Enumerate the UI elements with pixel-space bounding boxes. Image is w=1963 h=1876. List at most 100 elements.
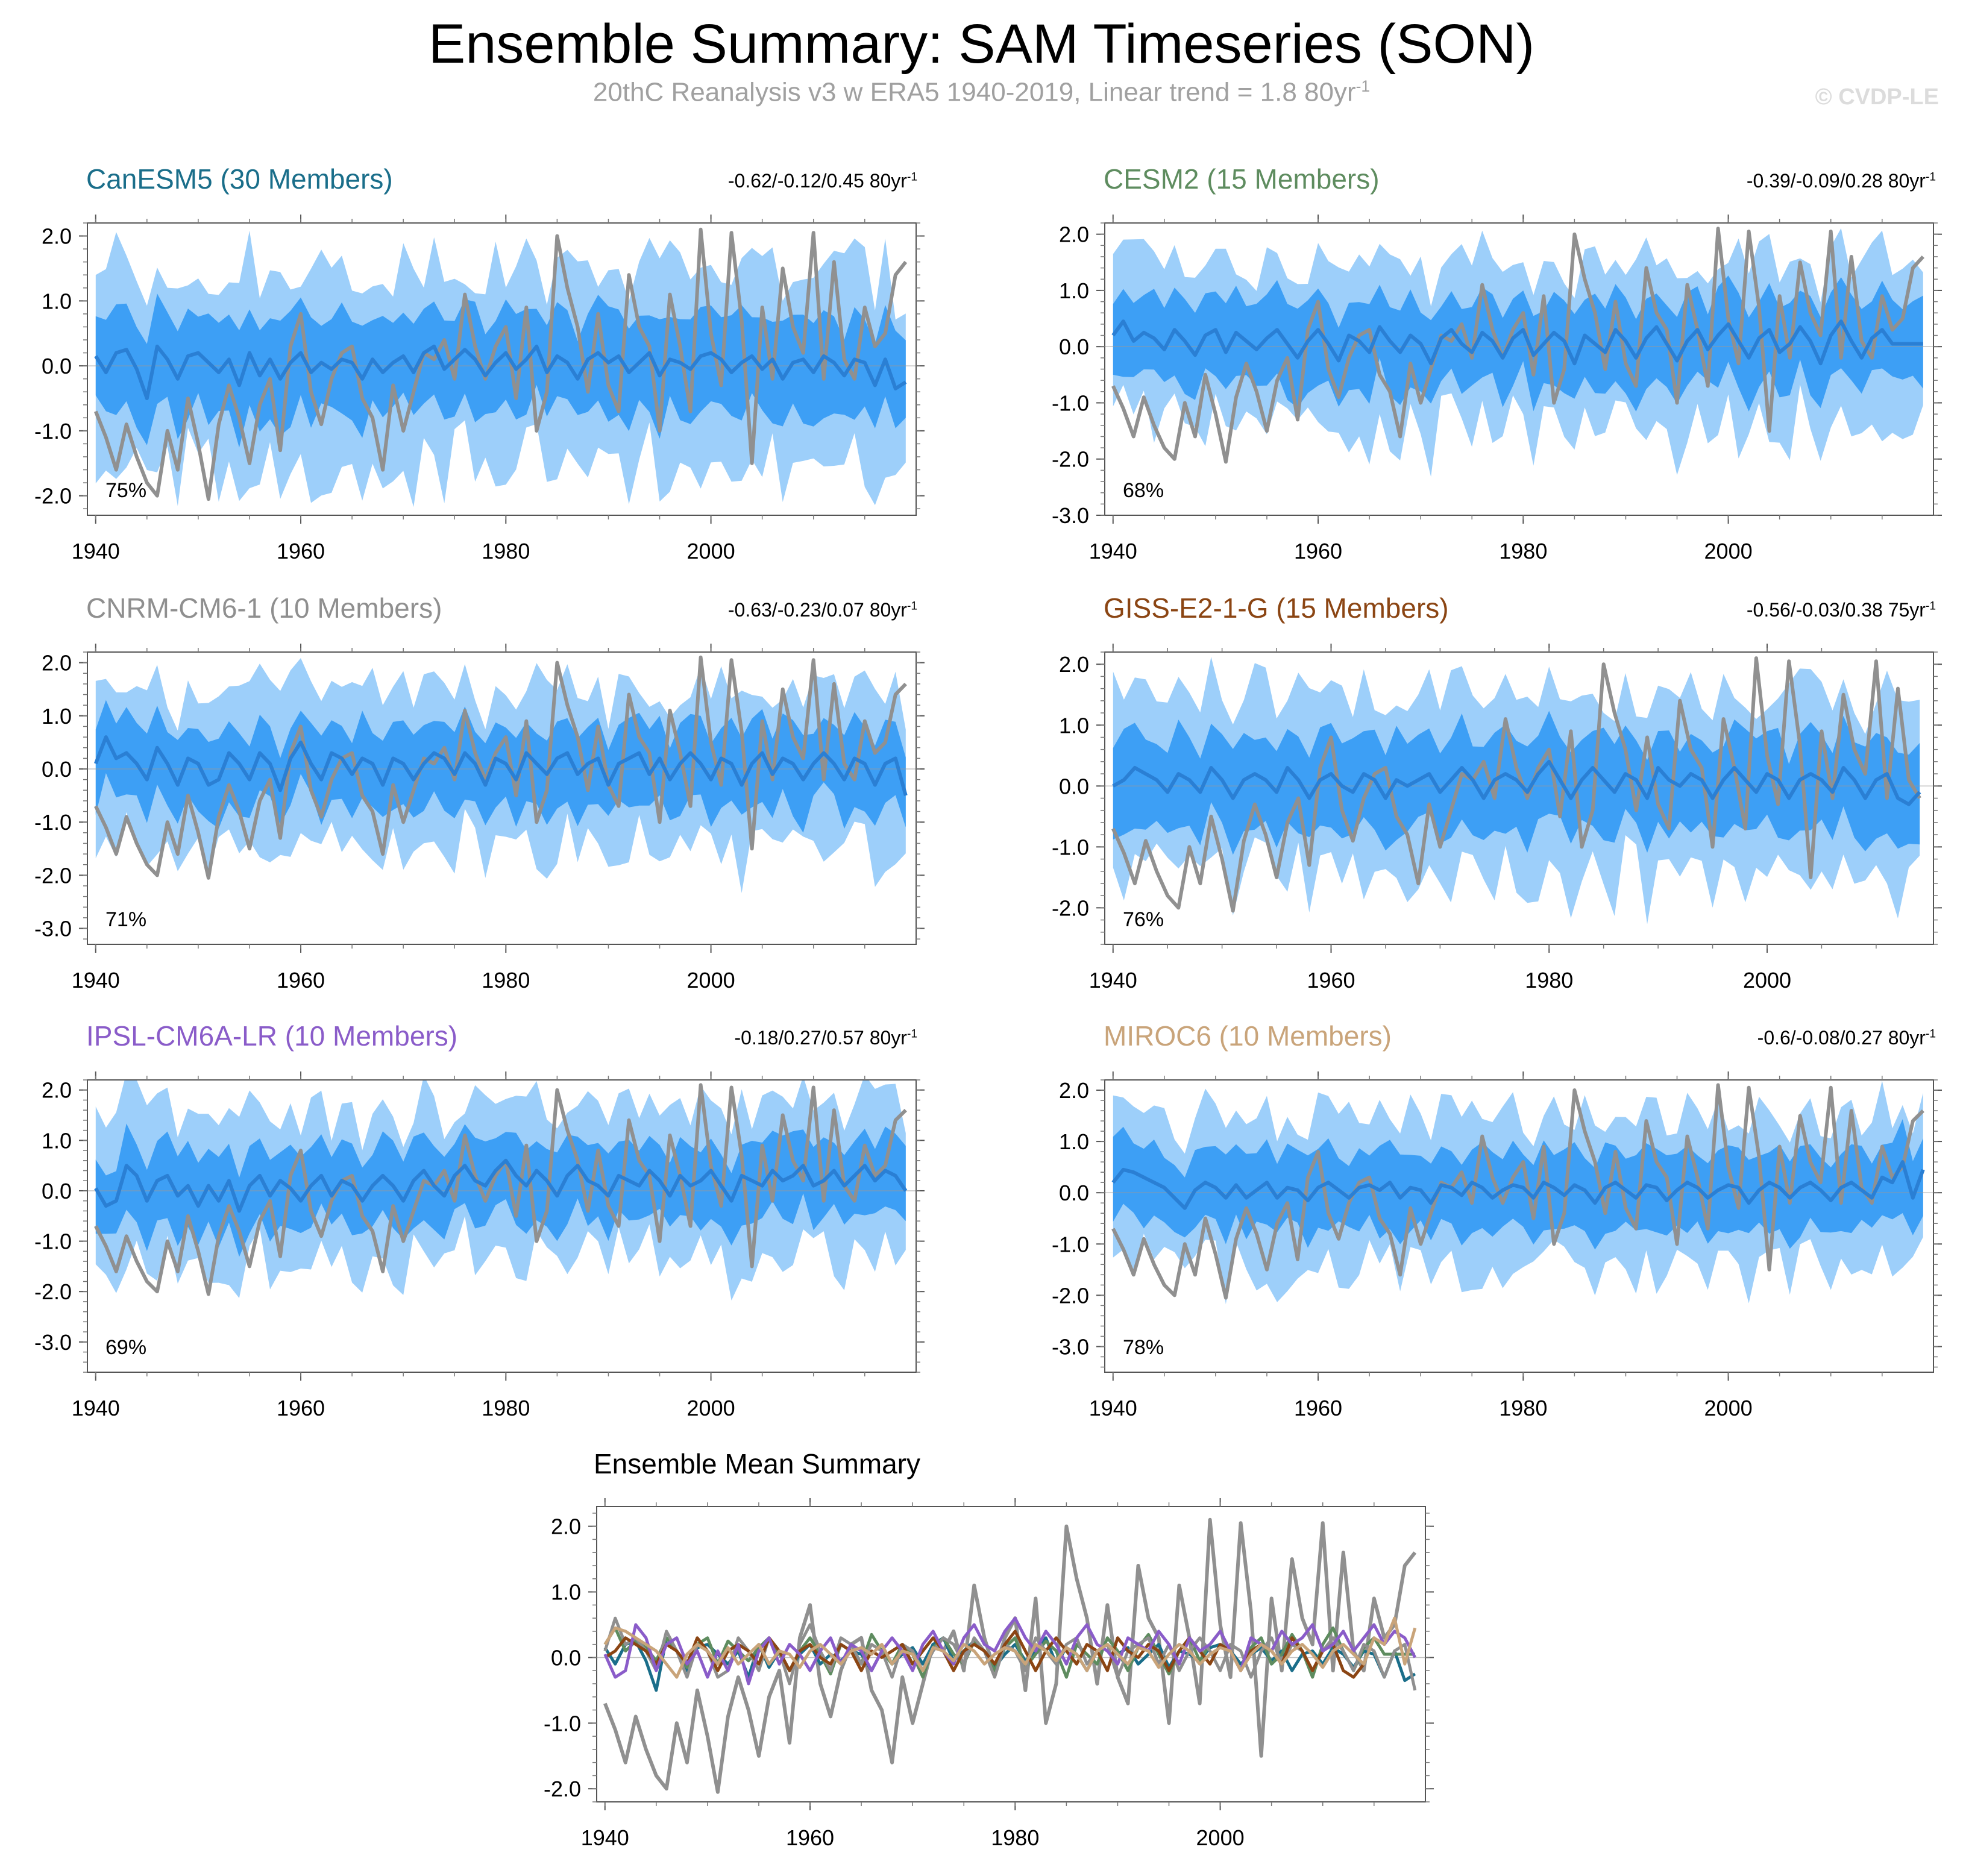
plot-area-giss: [1105, 656, 1933, 924]
y-tick-label: -1.0: [34, 419, 72, 444]
trend-canesm5: -0.62/-0.12/0.45 80yr-1: [727, 170, 917, 192]
x-tick-label: 1980: [482, 1396, 530, 1420]
ensemble-mean-line-giss: [1112, 759, 1921, 806]
plot-frame-ipsl: [87, 1079, 917, 1373]
observations-line-giss: [1111, 656, 1921, 913]
panel-title-miroc6: MIROC6 (10 Members): [1104, 1020, 1392, 1052]
chart-summary: -2.0 -1.0 0.0 1.0 2.0 1940 1960 1980 2000: [544, 1498, 1434, 1850]
y-tick-label: 1.0: [1059, 713, 1089, 738]
plot-frame-miroc6: [1104, 1079, 1934, 1373]
y-tick-label: -2.0: [34, 863, 72, 888]
ensemble-mean-line-canesm5: [94, 344, 907, 400]
y-tick-label: 1.0: [42, 704, 72, 729]
chart-cesm2: 68% -3.0 -2.0 -1.0 0.0 1.0 2.0 1940 1960 1980 2000: [1052, 215, 1942, 563]
trend-cnrm: -0.63/-0.23/0.07 80yr-1: [727, 599, 917, 621]
y-tick-label: -1.0: [1052, 835, 1089, 859]
x-tick-label: 1980: [1525, 968, 1573, 993]
panel-title-cesm2: CESM2 (15 Members): [1104, 163, 1380, 195]
plot-area-summary: [597, 1517, 1425, 1794]
y-tick-label: 2.0: [1059, 222, 1089, 247]
x-tick-label: 1940: [1089, 1396, 1137, 1420]
x-tick-label: 1980: [1499, 539, 1547, 563]
y-tick-label: -2.0: [34, 1279, 72, 1304]
plot-frame-cnrm: [87, 651, 917, 945]
plot-frame-canesm5: [87, 222, 917, 516]
x-tick-label: 1940: [1089, 968, 1137, 993]
y-tick-label: 2.0: [42, 1078, 72, 1103]
plot-area-miroc6: [1105, 1081, 1933, 1305]
y-tick-label: 1.0: [551, 1580, 581, 1605]
x-tick-label: 1960: [277, 968, 325, 993]
y-tick-label: -2.0: [1052, 1283, 1089, 1308]
x-tick-label: 1960: [277, 1396, 325, 1420]
chart-cnrm: 71% -3.0 -2.0 -1.0 0.0 1.0 2.0 1940 1960 1980 2000: [34, 644, 925, 993]
percent-label-canesm5: 75%: [105, 479, 146, 502]
trend-cesm2: -0.39/-0.09/0.28 80yr-1: [1746, 170, 1936, 192]
percent-label-cnrm: 71%: [105, 908, 146, 931]
chart-canesm5: 75% -2.0 -1.0 0.0 1.0 2.0 1940 1960 1980 2000: [34, 215, 925, 563]
y-tick-label: 0.0: [1059, 334, 1089, 359]
trend-giss: -0.56/-0.03/0.38 75yr-1: [1746, 599, 1936, 621]
x-tick-label: 1980: [482, 968, 530, 993]
ensemble-mean-line-cnrm: [94, 735, 908, 796]
x-tick-label: 1960: [1307, 968, 1355, 993]
observations-line-canesm5: [94, 227, 908, 501]
y-tick-label: -1.0: [544, 1711, 581, 1736]
plot-frame-summary: [596, 1506, 1426, 1802]
subtitle: 20thC Reanalysis v3 w ERA5 1940-2019, Li…: [592, 77, 1371, 107]
y-tick-label: 0.0: [42, 1179, 72, 1203]
y-tick-label: 0.0: [42, 757, 72, 782]
y-tick-label: -3.0: [34, 1330, 72, 1355]
plot-area-cesm2: [1105, 227, 1933, 477]
y-tick-label: -1.0: [1052, 391, 1089, 415]
x-tick-label: 2000: [687, 539, 735, 563]
y-tick-label: 1.0: [1059, 278, 1089, 303]
y-tick-label: -1.0: [1052, 1232, 1089, 1256]
chart-ipsl: 69% -3.0 -2.0 -1.0 0.0 1.0 2.0 1940 1960 1980 2000: [34, 1071, 925, 1420]
y-tick-label: -2.0: [544, 1777, 581, 1801]
y-tick-label: -3.0: [1052, 503, 1089, 528]
panel-title-giss: GISS-E2-1-G (15 Members): [1104, 592, 1449, 624]
y-tick-label: 2.0: [551, 1514, 581, 1539]
panel-title-summary: Ensemble Mean Summary: [594, 1448, 920, 1479]
y-tick-label: 2.0: [42, 651, 72, 676]
x-tick-label: 2000: [1196, 1825, 1245, 1850]
y-tick-label: 2.0: [1059, 1078, 1089, 1103]
y-tick-label: -2.0: [1052, 447, 1089, 472]
y-tick-label: -3.0: [34, 917, 72, 941]
x-tick-label: 1980: [1499, 1396, 1547, 1420]
x-tick-label: 2000: [1704, 539, 1753, 563]
percent-label-ipsl: 69%: [105, 1336, 146, 1359]
x-tick-label: 1940: [1089, 539, 1137, 563]
series-line-miroc6: [603, 1616, 1417, 1679]
x-tick-label: 1940: [72, 968, 120, 993]
y-tick-label: -1.0: [34, 810, 72, 835]
x-tick-label: 1960: [277, 539, 325, 563]
y-tick-label: 1.0: [42, 289, 72, 313]
x-tick-label: 2000: [1743, 968, 1791, 993]
panel-title-ipsl: IPSL-CM6A-LR (10 Members): [86, 1020, 458, 1052]
observations-line-miroc6: [1111, 1083, 1924, 1300]
inner-band-canesm5: [95, 293, 906, 448]
x-tick-label: 1960: [786, 1825, 834, 1850]
plot-area-ipsl: [87, 1080, 916, 1300]
plot-area-canesm5: [87, 227, 916, 507]
y-tick-label: 1.0: [1059, 1129, 1089, 1154]
series-line-ipsl: [603, 1616, 1417, 1686]
y-tick-label: 2.0: [1059, 652, 1089, 677]
y-tick-label: -1.0: [34, 1229, 72, 1254]
ensemble-mean-line-cesm2: [1111, 319, 1923, 366]
panel-title-cnrm: CNRM-CM6-1 (10 Members): [86, 592, 442, 624]
x-tick-label: 1940: [581, 1825, 629, 1850]
x-tick-label: 1980: [482, 539, 530, 563]
watermark: © CVDP-LE: [1815, 84, 1939, 110]
x-tick-label: 2000: [687, 968, 735, 993]
y-tick-label: -2.0: [34, 484, 72, 509]
percent-label-giss: 76%: [1123, 908, 1164, 931]
x-tick-label: 1980: [991, 1825, 1039, 1850]
y-tick-label: 1.0: [42, 1128, 72, 1153]
y-tick-label: -2.0: [1052, 896, 1089, 920]
x-tick-label: 2000: [687, 1396, 735, 1420]
x-tick-label: 1960: [1294, 539, 1342, 563]
